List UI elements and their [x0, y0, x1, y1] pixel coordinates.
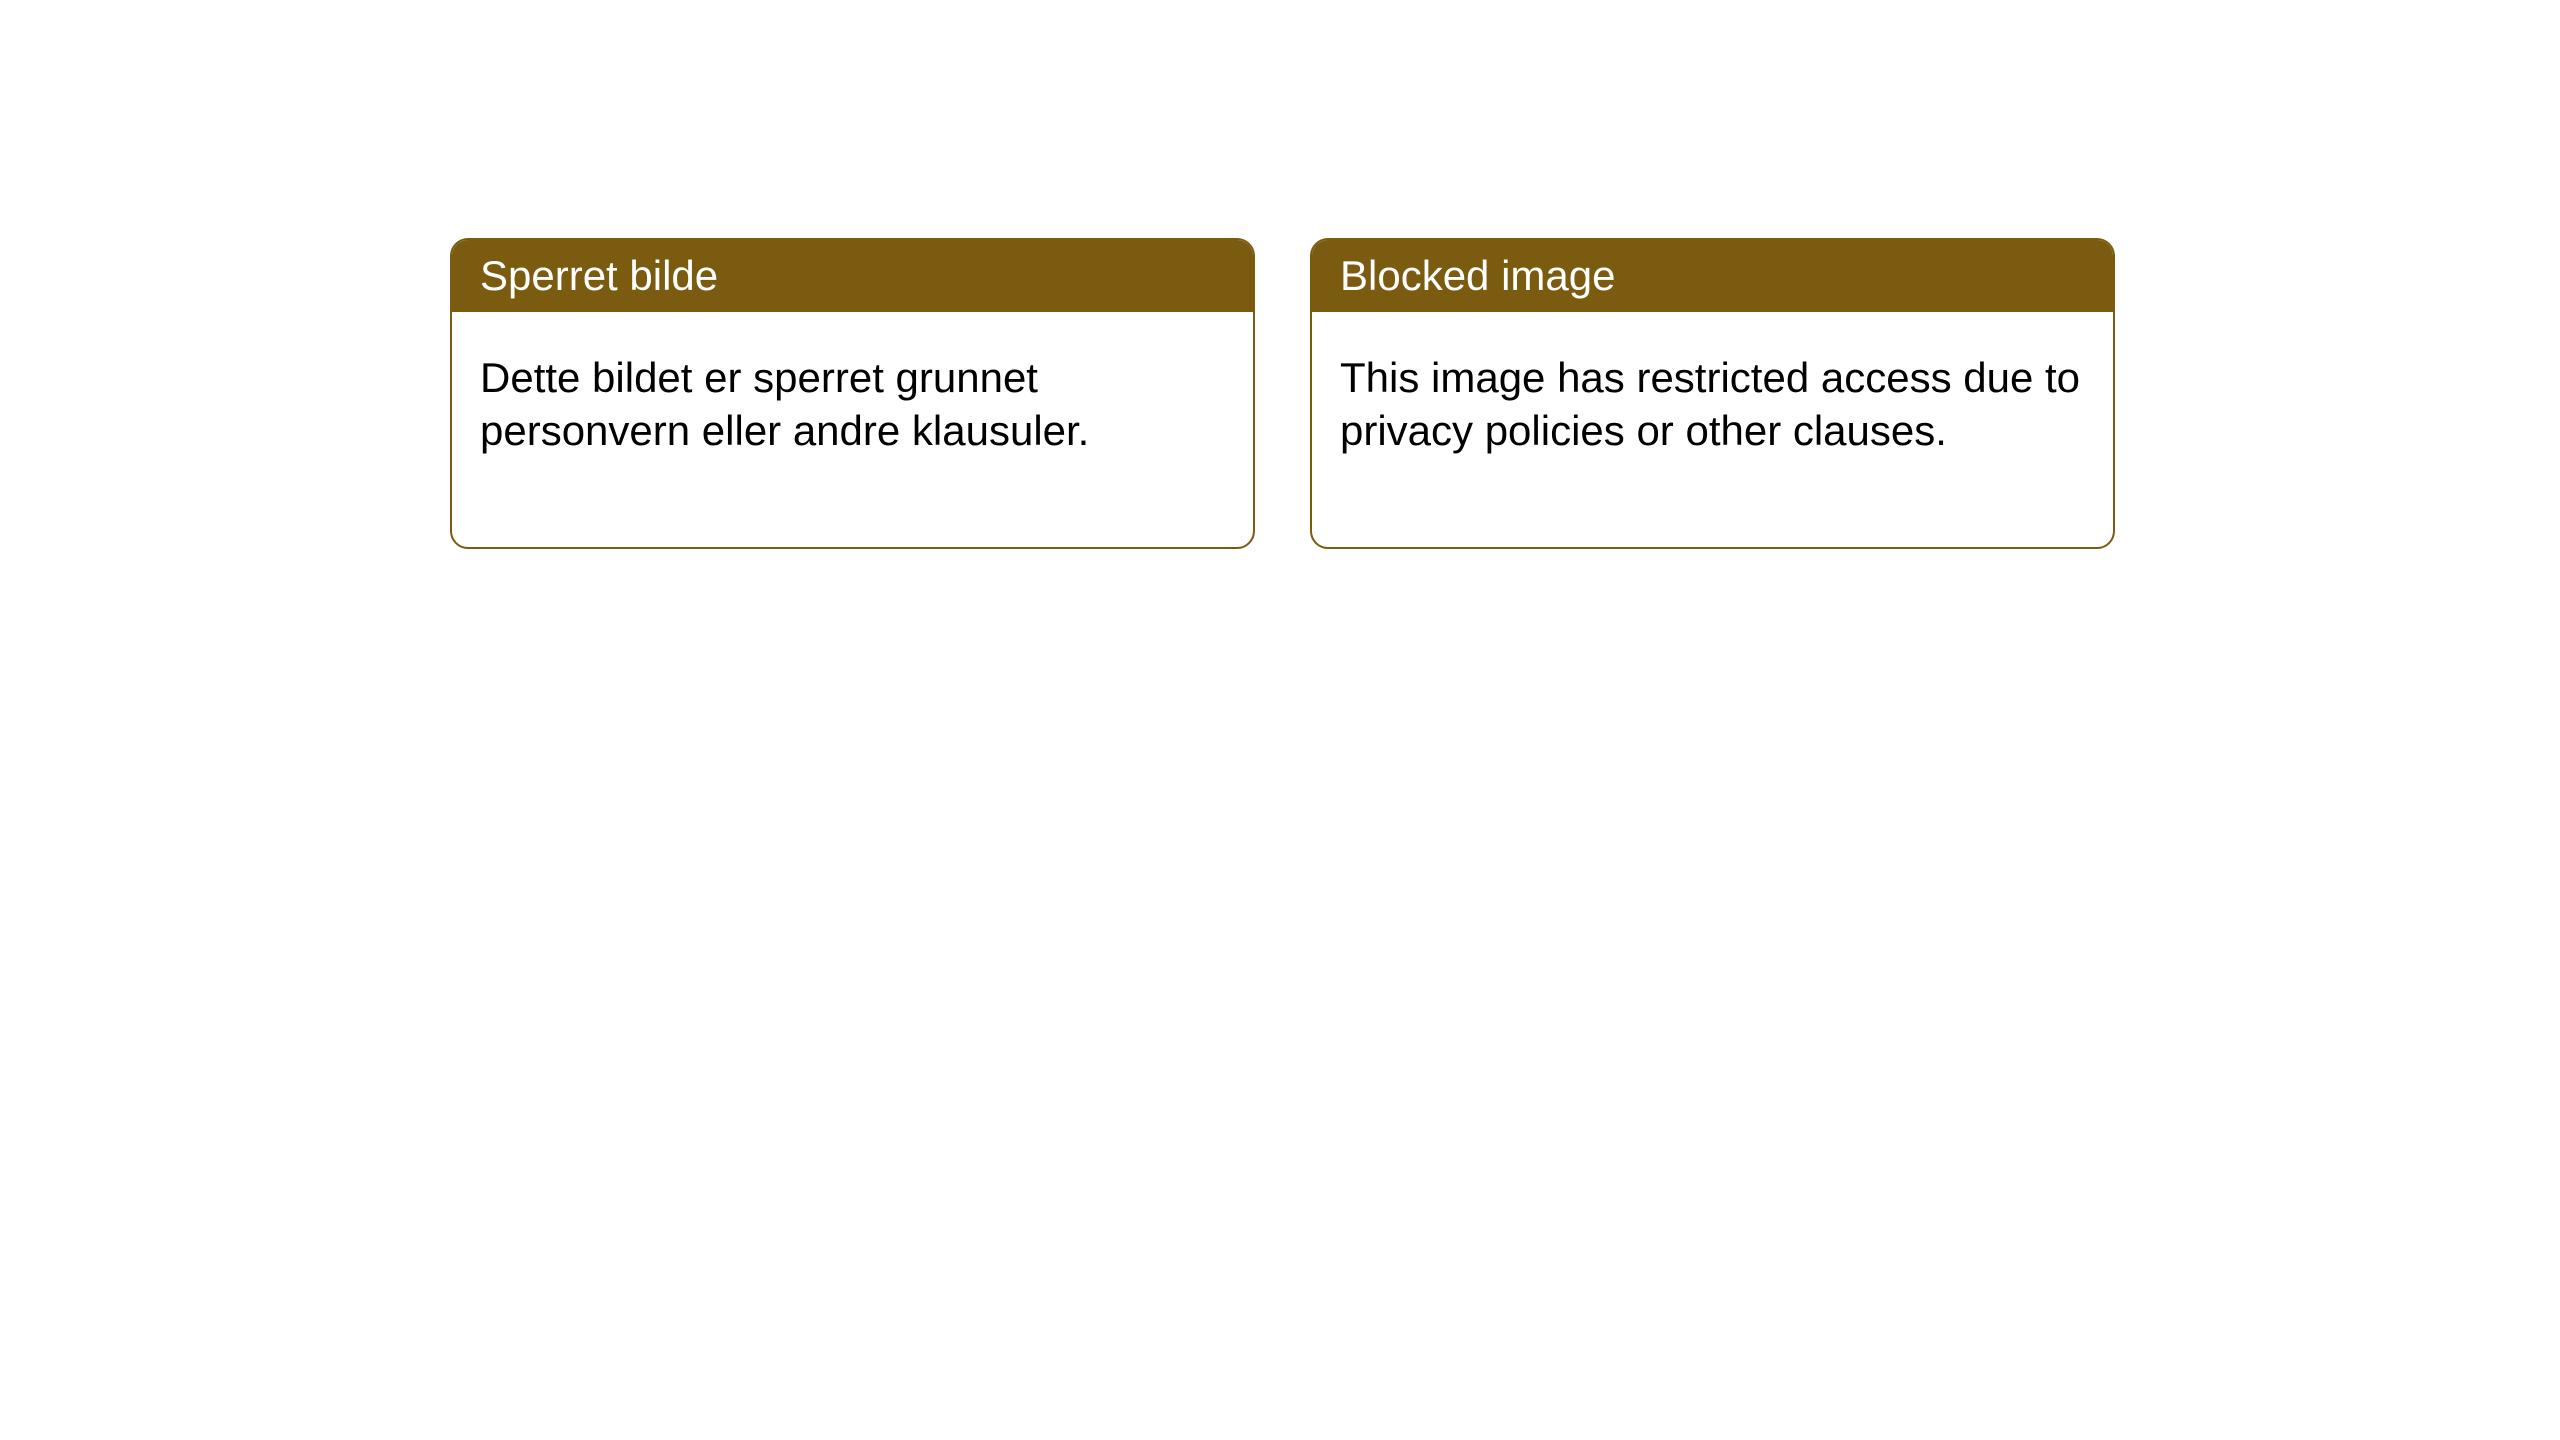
notice-card-english: Blocked image This image has restricted … — [1310, 238, 2115, 549]
card-header-norwegian: Sperret bilde — [452, 240, 1253, 312]
card-body-norwegian: Dette bildet er sperret grunnet personve… — [452, 312, 1253, 547]
card-body-english: This image has restricted access due to … — [1312, 312, 2113, 547]
card-header-english: Blocked image — [1312, 240, 2113, 312]
notice-cards-container: Sperret bilde Dette bildet er sperret gr… — [450, 238, 2115, 549]
notice-card-norwegian: Sperret bilde Dette bildet er sperret gr… — [450, 238, 1255, 549]
